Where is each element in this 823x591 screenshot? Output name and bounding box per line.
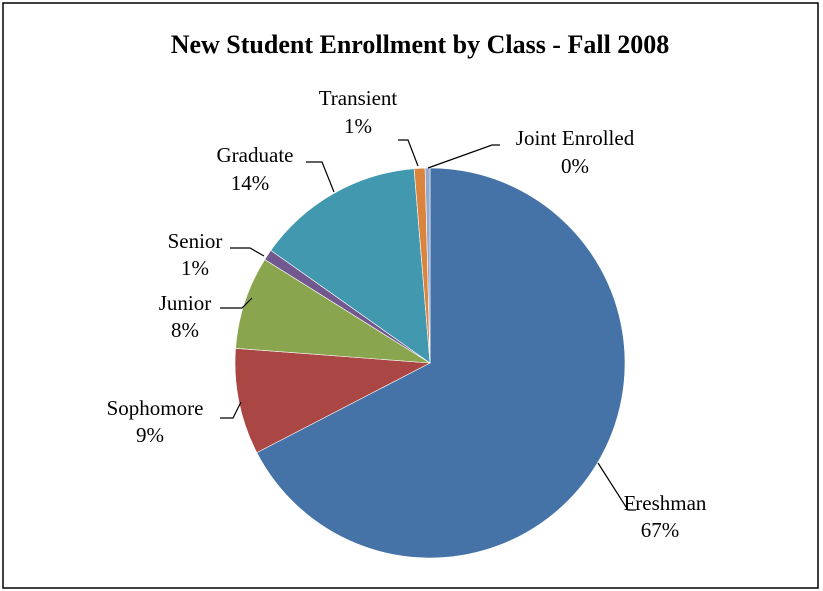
pie-slice xyxy=(256,167,626,559)
leader-line xyxy=(220,297,253,309)
pie-slice xyxy=(424,167,431,364)
slice-value-label: 1% xyxy=(344,114,372,138)
leader-line xyxy=(220,401,242,419)
leader-line xyxy=(398,139,419,167)
leader-line xyxy=(427,144,500,169)
leader-line xyxy=(597,462,636,511)
chart-title: New Student Enrollment by Class - Fall 2… xyxy=(171,30,670,59)
slice-value-label: 67% xyxy=(641,518,680,542)
slice-label: Transient xyxy=(319,86,398,110)
slice-label: Senior xyxy=(168,229,223,253)
pie-slice xyxy=(270,168,431,364)
slice-value-label: 1% xyxy=(181,256,209,280)
slice-label: Junior xyxy=(159,291,212,315)
slice-label: Sophomore xyxy=(107,396,204,420)
pie-slice xyxy=(235,259,431,364)
slice-label: Freshman xyxy=(624,491,707,515)
slice-label: Graduate xyxy=(217,143,294,167)
slice-value-label: 0% xyxy=(561,154,589,178)
slice-value-label: 8% xyxy=(171,318,199,342)
leader-line xyxy=(306,161,335,193)
pie-slice xyxy=(234,347,432,454)
slice-value-label: 9% xyxy=(136,423,164,447)
slice-value-label: 14% xyxy=(231,171,270,195)
leader-line xyxy=(230,247,265,257)
slice-label: Joint Enrolled xyxy=(516,126,635,150)
